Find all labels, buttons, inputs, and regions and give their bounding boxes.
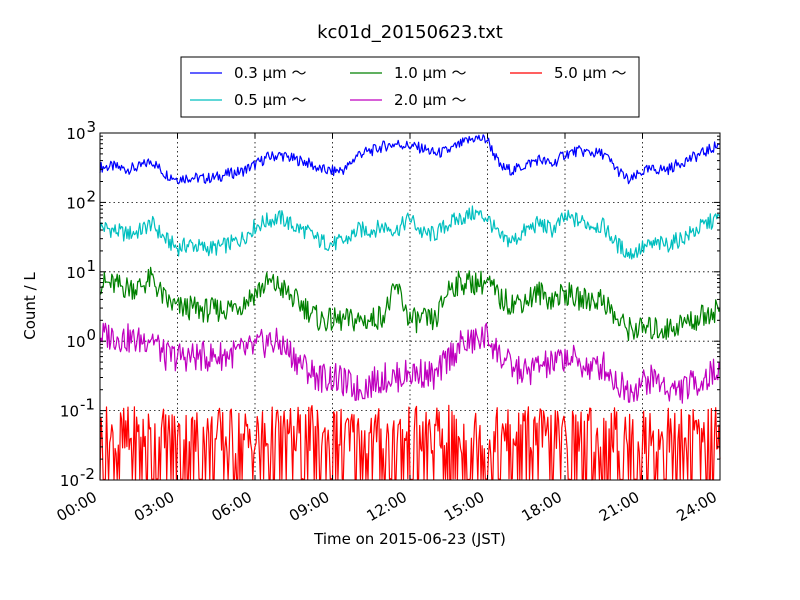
legend: 0.3 μm ～ 0.5 μm ～ 1.0 μm ～ 2.0 μm ～ 5.0 μm ～ [180, 56, 640, 118]
legend-label: 2.0 μm ～ [394, 91, 467, 109]
series-line [99, 134, 721, 185]
y-tick-label-exponent: -1 [80, 396, 95, 414]
y-tick-label-base: 10 [66, 194, 85, 212]
legend-box [180, 56, 640, 118]
legend-label: 0.3 μm ～ [234, 64, 307, 82]
legend-label: 0.5 μm ～ [234, 91, 307, 109]
y-tick-label-base: 10 [66, 264, 85, 282]
y-tick-label-exponent: 2 [87, 187, 97, 205]
legend-item: 0.5 μm ～ [190, 91, 307, 109]
y-tick-label: 10 -1 [60, 396, 95, 421]
y-tick-label-exponent: 3 [87, 118, 97, 136]
legend-label: 5.0 μm ～ [554, 64, 627, 82]
series-line [99, 322, 721, 404]
y-tick-label-exponent: 1 [87, 257, 97, 275]
legend-items: 0.3 μm ～ 0.5 μm ～ 1.0 μm ～ 2.0 μm ～ 5.0 μm ～ [190, 64, 627, 109]
chart-title: kc01d_20150623.txt [317, 22, 503, 43]
series-line [99, 266, 721, 342]
y-tick-label: 10 3 [66, 118, 96, 143]
y-tick-label-exponent: -2 [80, 465, 95, 483]
y-tick-label: 10 0 [66, 326, 96, 351]
y-tick-label-exponent: 0 [87, 326, 97, 344]
legend-item: 2.0 μm ～ [350, 91, 467, 109]
y-tick-label-base: 10 [60, 403, 79, 421]
legend-label: 1.0 μm ～ [394, 64, 467, 82]
x-axis-title: Time on 2015-06-23 (JST) [313, 530, 506, 548]
legend-item: 1.0 μm ～ [350, 64, 467, 82]
y-tick-label-base: 10 [60, 472, 79, 490]
y-tick-label-base: 10 [66, 333, 85, 351]
legend-item: 5.0 μm ～ [510, 64, 627, 82]
y-tick-label-base: 10 [66, 125, 85, 143]
y-tick-label: 10 2 [66, 187, 96, 212]
y-axis-title: Count / L [21, 272, 39, 340]
y-tick-label: 10 -2 [60, 465, 95, 490]
tick-layer [99, 132, 721, 481]
legend-item: 0.3 μm ～ [190, 64, 307, 82]
y-tick-label: 10 1 [66, 257, 96, 282]
series-line [99, 205, 721, 260]
